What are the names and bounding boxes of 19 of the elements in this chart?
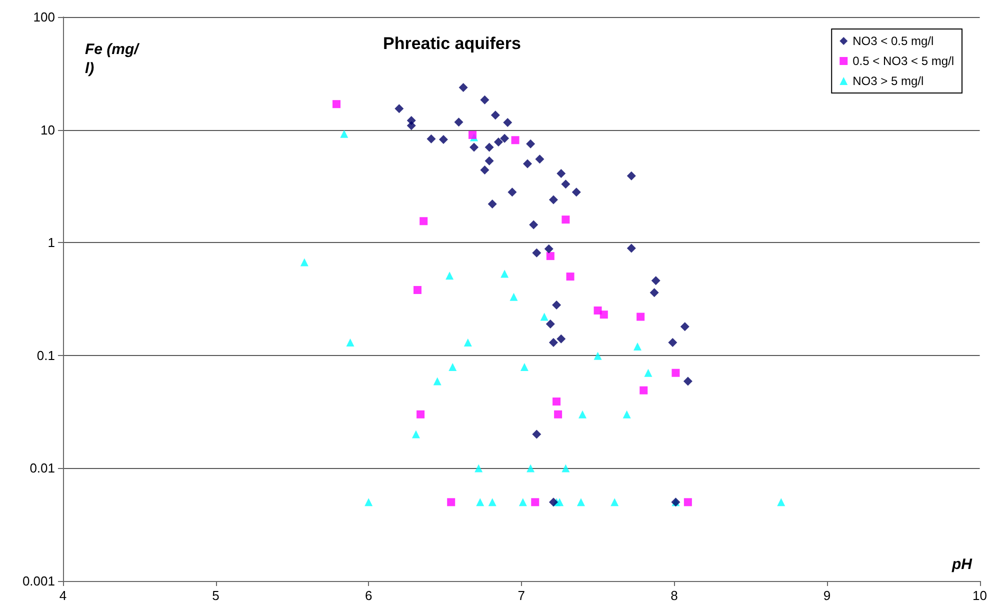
x-tick-label: 7 [518, 588, 525, 603]
x-axis-title: pH [951, 556, 974, 573]
x-tick-label: 10 [972, 588, 988, 603]
y-tick-label: 0.1 [36, 348, 55, 363]
y-tick-label: 0.001 [22, 574, 55, 588]
legend-label: NO3 > 5 mg/l [852, 74, 924, 88]
y-tick-label: 0.01 [30, 460, 55, 476]
legend-label: 0.5 < NO3 < 5 mg/l [852, 54, 954, 68]
x-tick-label: 6 [364, 588, 372, 603]
y-tick-label: 100 [33, 10, 55, 24]
y-axis-title: Fe (mg/l) [85, 41, 140, 77]
y-tick-label: 1 [48, 235, 55, 250]
x-tick-label: 4 [59, 588, 67, 603]
x-tick-label: 8 [670, 588, 678, 603]
x-tick-label: 9 [823, 588, 831, 603]
x-tick-label: 5 [212, 588, 220, 603]
legend-label: NO3 < 0.5 mg/l [852, 34, 934, 48]
y-tick-label: 10 [40, 122, 55, 138]
text: Phreatic aquifers [383, 34, 521, 53]
